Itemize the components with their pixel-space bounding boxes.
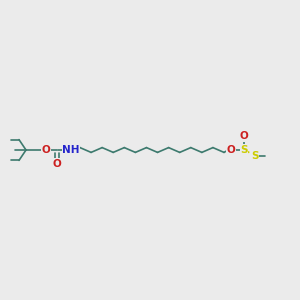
Text: S: S: [240, 145, 248, 155]
Text: O: O: [226, 145, 236, 155]
Text: NH: NH: [62, 145, 80, 155]
Text: O: O: [42, 145, 50, 155]
Text: O: O: [52, 159, 62, 169]
Text: O: O: [240, 131, 248, 141]
Text: S: S: [251, 151, 259, 161]
